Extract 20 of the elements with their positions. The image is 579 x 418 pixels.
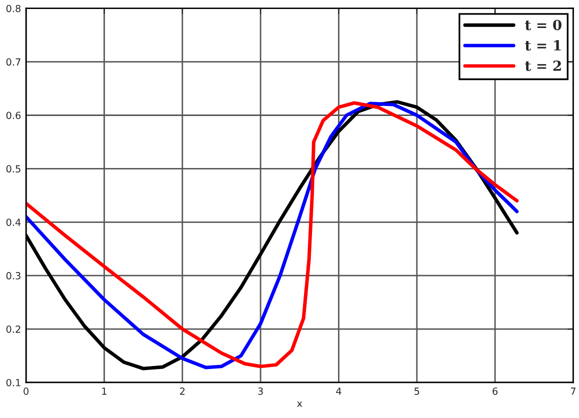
y-tick-label: 0.7 xyxy=(6,58,20,66)
y-tick-label: 0.3 xyxy=(6,272,20,280)
y-tick-label: 0.2 xyxy=(6,326,20,333)
y-tick-label: 0.1 xyxy=(6,378,20,386)
x-tick-label: 1 xyxy=(102,388,106,395)
y-tick-label: 0.5 xyxy=(6,165,20,173)
y-tick-label: 0.4 xyxy=(6,218,21,226)
legend-label: t = 1 xyxy=(525,40,561,51)
x-tick-label: 7 xyxy=(570,388,576,395)
x-tick-label: 5 xyxy=(414,388,420,395)
legend-label: t = 0 xyxy=(525,20,562,30)
x-tick-label: 4 xyxy=(336,388,342,395)
x-tick-label: 2 xyxy=(180,388,185,395)
x-tick-label: 0 xyxy=(24,388,28,395)
y-tick-label: 0.8 xyxy=(6,4,21,12)
legend-label: t = 2 xyxy=(525,60,561,71)
x-axis-title: x xyxy=(297,402,302,407)
x-tick-label: 6 xyxy=(492,388,498,395)
x-tick-label: 3 xyxy=(258,388,263,395)
y-tick-label: 0.6 xyxy=(6,112,21,120)
